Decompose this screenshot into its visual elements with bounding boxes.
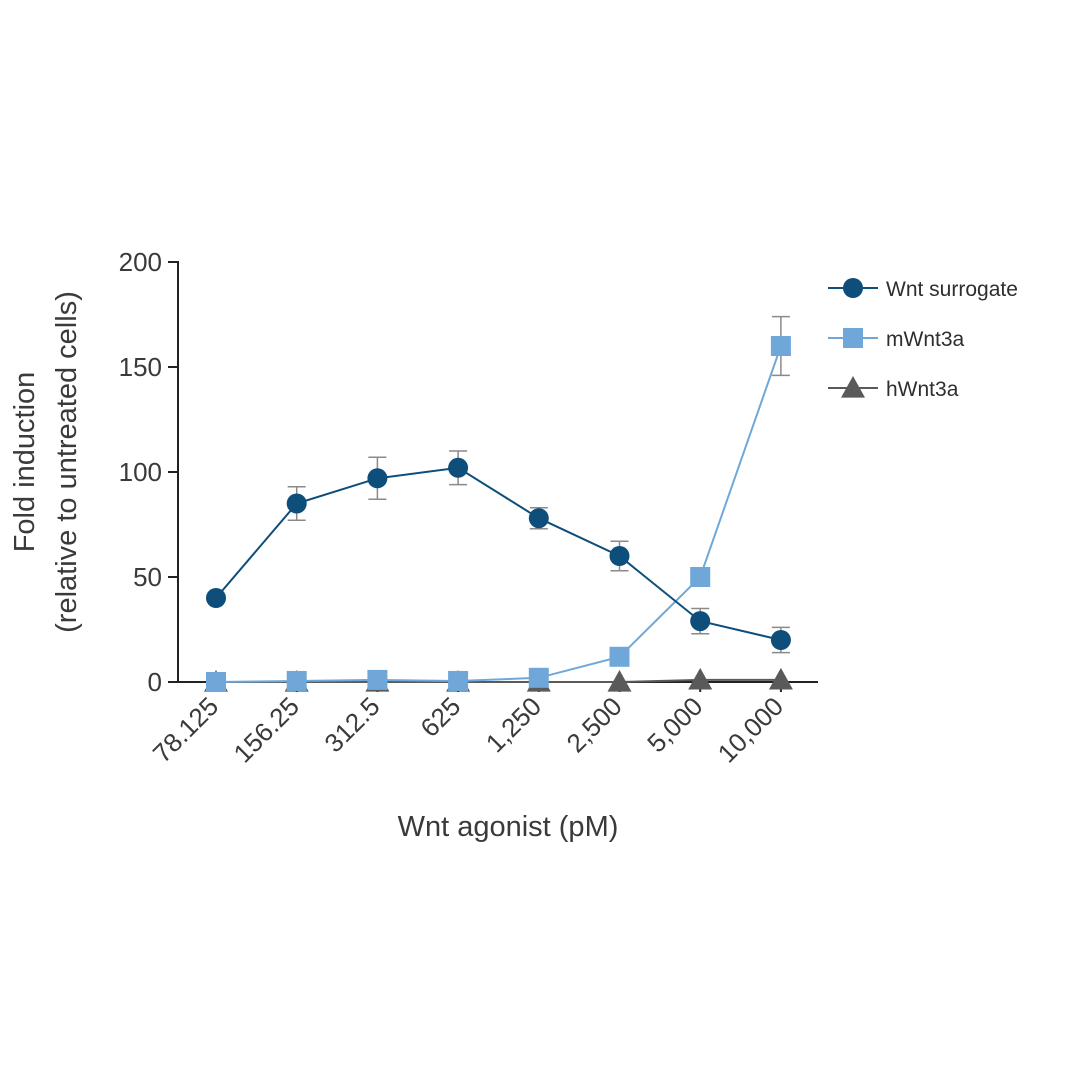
data-point xyxy=(286,670,307,691)
x-tick-label: 156.25 xyxy=(227,691,304,768)
series-line xyxy=(216,678,781,683)
legend-item: mWnt3a xyxy=(828,328,965,351)
x-tick-label: 2,500 xyxy=(561,691,628,758)
data-point xyxy=(609,646,630,667)
data-point xyxy=(206,588,226,608)
y-tick-label: 150 xyxy=(119,352,162,382)
data-point xyxy=(367,669,388,690)
legend-label: Wnt surrogate xyxy=(886,278,1018,301)
data-point xyxy=(448,670,469,691)
legend: Wnt surrogate mWnt3a hWnt3a xyxy=(828,278,1018,401)
data-point xyxy=(367,468,388,489)
data-point xyxy=(528,667,549,688)
data-point xyxy=(528,508,549,529)
data-point xyxy=(770,630,791,650)
x-axis-title: Wnt agonist (pM) xyxy=(398,811,619,843)
y-axis-title-line2: (relative to untreated cells) xyxy=(51,291,83,633)
data-point xyxy=(609,546,630,566)
data-point xyxy=(206,672,226,692)
series-layer xyxy=(204,315,793,692)
x-ticks: 78.125 156.25 312.5 625 1,250 2,500 5,000 10,00… xyxy=(147,682,789,768)
data-point xyxy=(768,667,793,690)
data-point xyxy=(690,611,711,632)
legend-label: hWnt3a xyxy=(886,378,959,401)
legend-item: Wnt surrogate xyxy=(828,278,1018,301)
x-tick-label: 78.125 xyxy=(147,691,224,768)
legend-marker xyxy=(843,328,863,348)
data-point xyxy=(286,493,307,514)
y-tick-label: 50 xyxy=(133,562,162,592)
series-wnt-surrogate xyxy=(206,450,791,654)
data-point xyxy=(448,457,469,478)
y-ticks: 0 50 100 150 200 xyxy=(119,247,178,697)
data-point xyxy=(770,336,791,356)
y-tick-label: 100 xyxy=(119,457,162,487)
x-tick-label: 10,000 xyxy=(712,691,789,768)
data-point xyxy=(690,567,711,587)
x-tick-label: 625 xyxy=(414,691,466,743)
y-tick-label: 200 xyxy=(119,247,162,277)
series-line xyxy=(215,466,782,641)
x-tick-label: 1,250 xyxy=(480,691,547,758)
x-tick-label: 312.5 xyxy=(318,691,385,758)
axes xyxy=(177,261,818,683)
legend-item: hWnt3a xyxy=(828,376,959,401)
data-point xyxy=(688,667,713,690)
y-axis-title: Fold induction (relative to untreated ce… xyxy=(9,291,83,633)
y-axis-title-line1: Fold induction xyxy=(9,372,41,553)
legend-marker xyxy=(841,376,865,398)
series-line xyxy=(215,345,782,683)
data-point xyxy=(607,670,632,692)
legend-label: mWnt3a xyxy=(886,328,965,351)
y-tick-label: 0 xyxy=(148,667,162,697)
series-mwnt3a xyxy=(206,315,791,692)
legend-marker xyxy=(843,278,863,298)
x-tick-label: 5,000 xyxy=(641,691,708,758)
